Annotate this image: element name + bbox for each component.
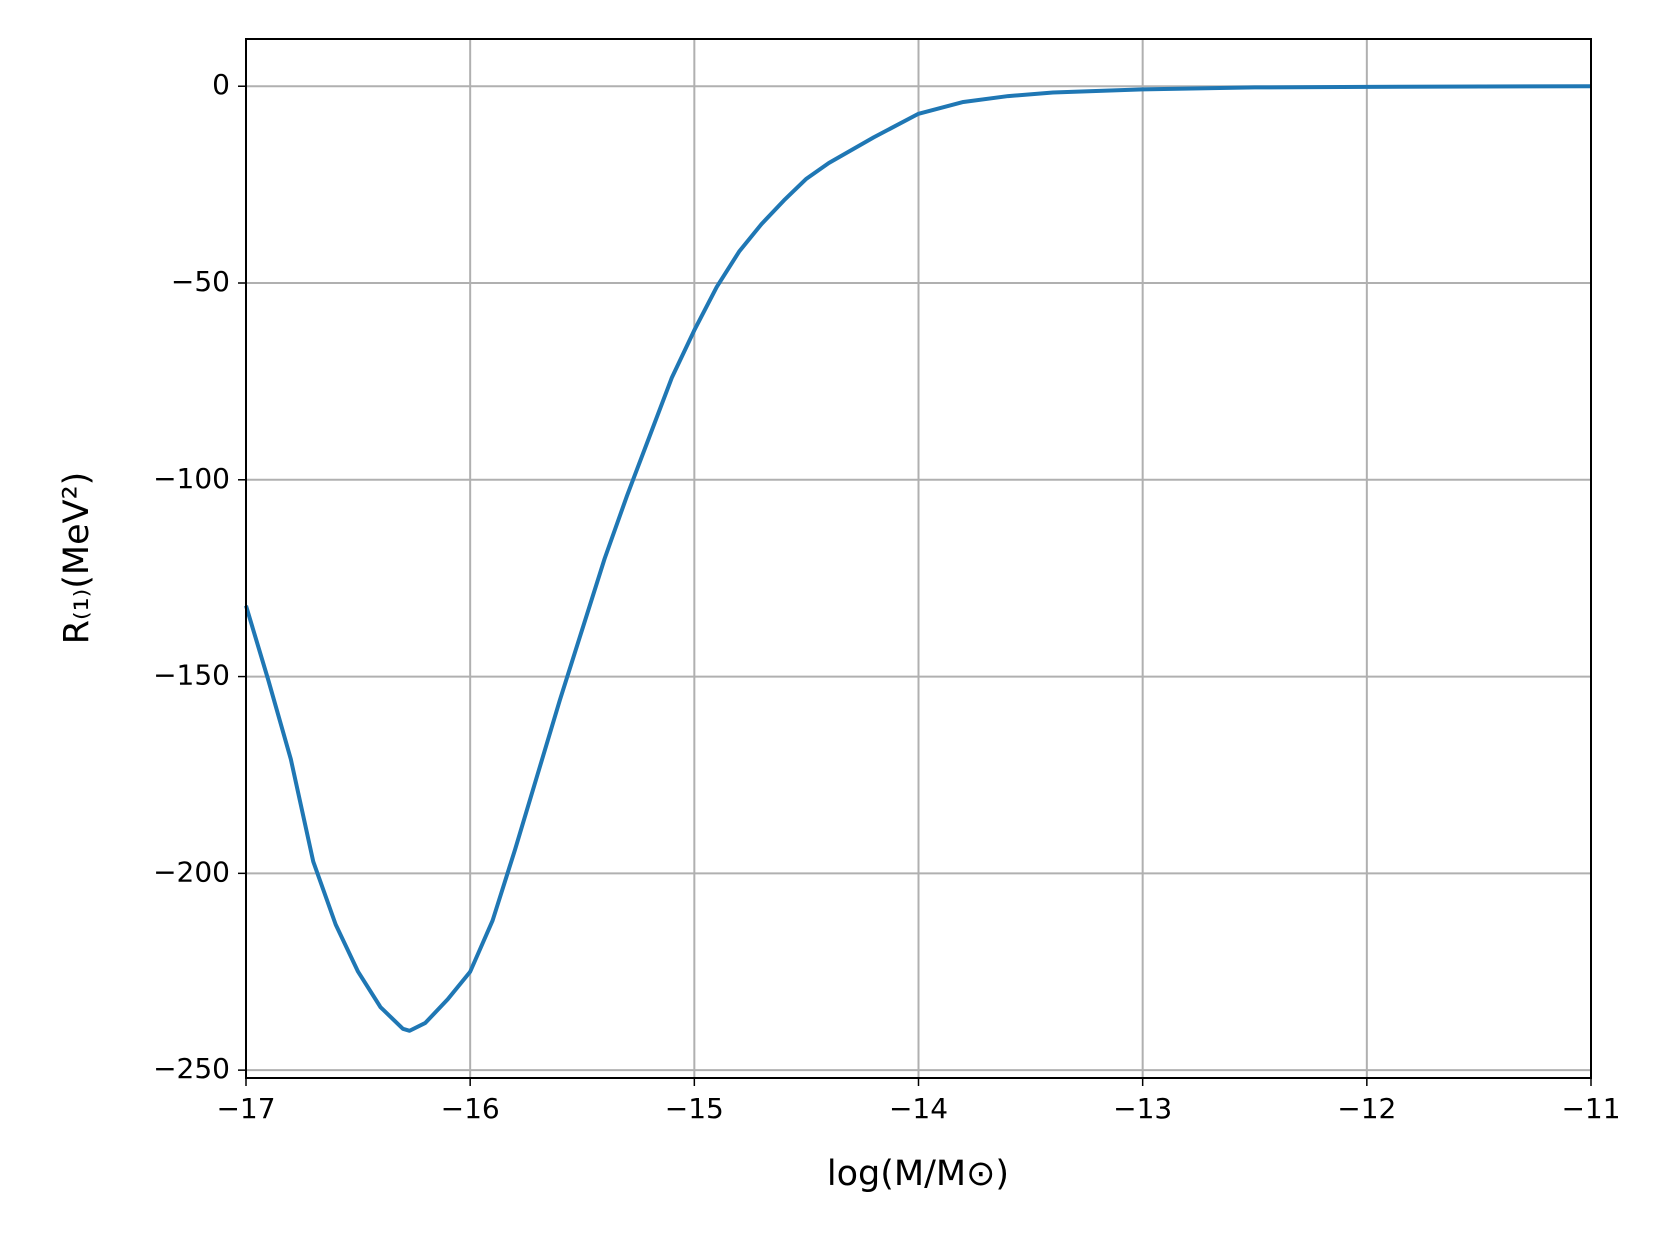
plot-frame [245,38,1592,1079]
y-tick-label: −50 [171,265,230,298]
y-axis-label: R₍₁₎(MeV²) [57,472,97,645]
y-tick-label: −100 [153,462,230,495]
x-tick-label: −17 [216,1092,275,1125]
y-tick-label: −200 [153,855,230,888]
x-tick-label: −13 [1113,1092,1172,1125]
x-tick-label: −12 [1337,1092,1396,1125]
x-tick-label: −11 [1561,1092,1620,1125]
y-tick-label: 0 [212,68,230,101]
x-tick-label: −16 [441,1092,500,1125]
y-tick-label: −150 [153,659,230,692]
x-tick-label: −15 [665,1092,724,1125]
data-line [244,84,1592,1033]
x-axis-label: log(M/M⊙) [827,1154,1009,1194]
y-tick-label: −250 [153,1052,230,1085]
x-tick-label: −14 [889,1092,948,1125]
